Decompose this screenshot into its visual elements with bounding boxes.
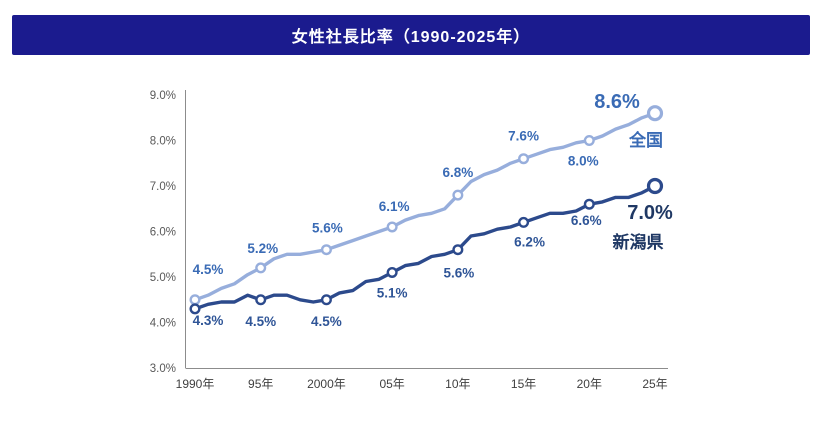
data-label-niigata: 4.3%	[193, 313, 224, 328]
y-axis-tick-label: 3.0%	[150, 363, 176, 375]
x-axis-tick-label: 15年	[511, 377, 536, 391]
data-label-niigata: 5.1%	[377, 285, 408, 300]
data-label-national: 6.1%	[379, 199, 410, 214]
data-label-niigata: 4.5%	[311, 314, 342, 329]
marker-niigata	[452, 244, 464, 256]
marker-niigata	[255, 294, 267, 306]
y-axis-tick-label: 8.0%	[150, 136, 176, 148]
x-axis-tick-label: 10年	[445, 377, 470, 391]
data-label-niigata: 5.6%	[443, 266, 474, 281]
data-label-national: 7.6%	[508, 129, 539, 144]
data-label-national: 8.0%	[568, 154, 599, 169]
data-label-national: 4.5%	[193, 262, 224, 277]
marker-niigata	[518, 216, 530, 228]
chart-area: 3.0% 4.0% 5.0% 6.0% 7.0% 8.0% 9.0% 1990年 95年 2000…	[0, 60, 820, 417]
marker-national	[189, 294, 201, 306]
title-banner: 女性社長比率（1990-2025年）	[12, 15, 810, 55]
end-value-label-national: 8.6%	[594, 91, 640, 113]
y-axis-tick-label: 6.0%	[150, 227, 176, 239]
data-label-national: 5.6%	[312, 221, 343, 236]
data-label-national: 6.8%	[442, 165, 473, 180]
marker-national	[320, 244, 332, 256]
marker-national	[386, 221, 398, 233]
end-value-label-niigata: 7.0%	[627, 202, 673, 224]
y-axis-tick-label: 7.0%	[150, 181, 176, 193]
series-name-niigata: 新潟県	[613, 232, 664, 252]
x-axis-tick-label: 05年	[379, 377, 404, 391]
marker-national	[255, 262, 267, 274]
marker-niigata	[386, 266, 398, 278]
data-label-niigata: 6.2%	[514, 234, 545, 249]
data-label-national: 5.2%	[247, 241, 278, 256]
y-axis-tick-label: 4.0%	[150, 318, 176, 330]
data-label-niigata: 4.5%	[245, 314, 276, 329]
marker-national	[518, 153, 530, 165]
page-title: 女性社長比率（1990-2025年）	[291, 29, 531, 46]
series-line-niigata	[193, 184, 657, 311]
data-label-niigata: 6.6%	[571, 213, 602, 228]
marker-niigata	[583, 198, 595, 210]
marker-niigata	[189, 303, 201, 315]
series-line-national	[193, 111, 657, 302]
y-axis-tick-label: 9.0%	[150, 90, 176, 102]
x-axis-tick-label: 1990年	[176, 377, 215, 391]
series-name-national: 全国	[628, 130, 663, 150]
x-axis-tick-label: 2000年	[307, 377, 346, 391]
chart-canvas: 3.0% 4.0% 5.0% 6.0% 7.0% 8.0% 9.0% 1990年 95年 2000…	[150, 90, 673, 391]
y-axis-tick-label: 5.0%	[150, 272, 176, 284]
end-marker-national	[646, 105, 664, 122]
end-marker-niigata	[646, 177, 664, 195]
marker-national	[452, 189, 464, 201]
x-axis-tick-label: 25年	[642, 377, 667, 391]
x-axis-tick-label: 20年	[577, 377, 602, 391]
marker-national	[583, 134, 595, 146]
marker-niigata	[320, 294, 332, 306]
x-axis-tick-label: 95年	[248, 377, 273, 391]
